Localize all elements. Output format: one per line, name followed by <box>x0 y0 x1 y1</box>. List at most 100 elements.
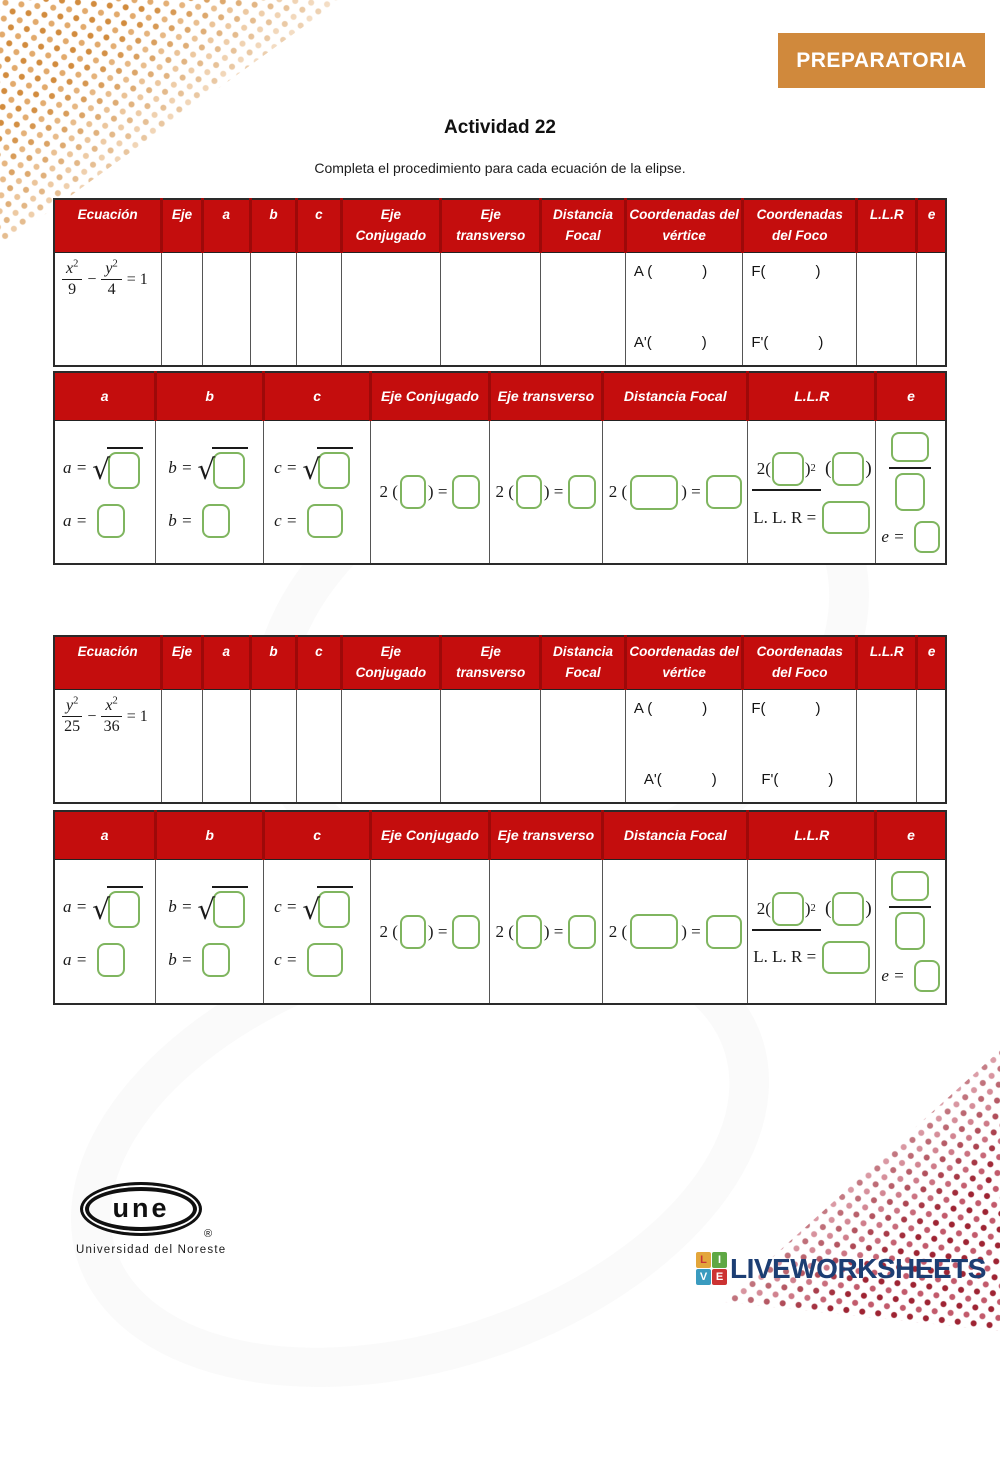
header-b: b <box>155 372 266 421</box>
answer-input-box[interactable] <box>213 451 246 489</box>
eje-conjugado-cell: 2 () = <box>370 420 490 564</box>
header-distancia-focal: Distancia Focal <box>540 199 627 253</box>
answer-input-box[interactable] <box>452 475 481 509</box>
answer-input-box[interactable] <box>891 431 930 462</box>
empty-cell <box>916 252 946 366</box>
tile-l: L <box>696 1252 711 1268</box>
header-b: b <box>250 636 299 690</box>
answer-input-box[interactable] <box>97 943 126 977</box>
answer-input-box[interactable] <box>108 451 141 489</box>
distancia-focal-cell: 2 () = <box>602 859 749 1004</box>
header-e: e <box>875 372 946 421</box>
b-procedure-cell: b = √ b = <box>155 859 265 1004</box>
answer-input-box[interactable] <box>822 940 871 974</box>
eje-conjugado-cell: 2 () = <box>370 859 490 1004</box>
header-eje-transverso: Eje transverso <box>489 372 605 421</box>
empty-cell <box>202 252 251 366</box>
header-llr: L.L.R <box>747 372 877 421</box>
procedure-table-1: a b c Eje Conjugado Eje transverso Dista… <box>53 371 947 565</box>
empty-cell <box>250 689 298 803</box>
header-llr: L.L.R <box>856 636 919 690</box>
answer-input-box[interactable] <box>515 914 542 949</box>
focus-coordinates-cell: F() F'() <box>742 252 858 366</box>
header-e: e <box>916 636 946 690</box>
une-ellipse: une <box>80 1182 202 1236</box>
header-coordenadas-foco: Coordenadas del Foco <box>742 636 859 690</box>
answer-input-box[interactable] <box>399 914 426 949</box>
answer-input-box[interactable] <box>568 475 597 509</box>
header-llr: L.L.R <box>747 811 877 860</box>
answer-input-box[interactable] <box>213 891 246 928</box>
focus-coordinates-cell: F() F'() <box>742 689 858 803</box>
header-c: c <box>296 636 343 690</box>
answer-input-box[interactable] <box>452 914 481 949</box>
tile-i: I <box>712 1252 727 1268</box>
empty-cell <box>540 689 626 803</box>
answer-input-box[interactable] <box>307 503 344 538</box>
preparatoria-badge: PREPARATORIA <box>778 33 985 88</box>
answer-input-box[interactable] <box>307 943 344 977</box>
answer-input-box[interactable] <box>318 891 351 928</box>
eje-transverso-cell: 2 () = <box>489 420 604 564</box>
answer-input-box[interactable] <box>568 914 597 949</box>
empty-cell <box>250 252 298 366</box>
header-eje-conjugado: Eje Conjugado <box>370 372 491 421</box>
une-subtitle: Universidad del Noreste <box>76 1244 227 1256</box>
header-b: b <box>155 811 266 860</box>
answer-input-box[interactable] <box>832 891 865 926</box>
answer-input-box[interactable] <box>895 472 926 511</box>
empty-cell <box>202 689 251 803</box>
answer-input-box[interactable] <box>202 943 231 977</box>
vertex-coordinates-cell: A () A'() <box>625 689 744 803</box>
empty-cell <box>540 252 626 366</box>
header-eje: Eje <box>161 199 204 253</box>
answer-input-box[interactable] <box>895 912 926 950</box>
header-c: c <box>296 199 343 253</box>
answer-input-box[interactable] <box>202 503 231 538</box>
registered-mark: ® <box>204 1228 213 1240</box>
answer-input-box[interactable] <box>318 451 351 489</box>
header-e: e <box>916 199 946 253</box>
answer-input-box[interactable] <box>891 871 930 901</box>
answer-input-box[interactable] <box>832 452 865 486</box>
answer-input-box[interactable] <box>771 891 804 926</box>
answer-input-box[interactable] <box>630 474 679 510</box>
header-e: e <box>875 811 946 860</box>
tile-v: V <box>696 1269 711 1285</box>
equation-table-1: Ecuación Eje a b c Eje Conjugado Eje tra… <box>53 198 947 367</box>
answer-input-box[interactable] <box>108 891 141 928</box>
answer-input-box[interactable] <box>822 501 871 534</box>
equation-cell: y2 25 − x2 36 = 1 <box>54 689 163 803</box>
c-procedure-cell: c = √ c = <box>263 420 372 564</box>
vertex-coordinates-cell: A () A'() <box>625 252 744 366</box>
empty-cell <box>161 252 203 366</box>
answer-input-box[interactable] <box>630 914 679 949</box>
answer-input-box[interactable] <box>515 475 542 509</box>
empty-cell <box>341 252 442 366</box>
header-eje-transverso: Eje transverso <box>440 636 543 690</box>
answer-input-box[interactable] <box>913 520 940 553</box>
header-coordenadas-vertice: Coordenadas del vértice <box>625 199 745 253</box>
eje-transverso-cell: 2 () = <box>489 859 604 1004</box>
header-eje-conjugado: Eje Conjugado <box>341 199 443 253</box>
liveworksheets-tiles-icon: L I V E <box>696 1252 727 1285</box>
empty-cell <box>296 252 342 366</box>
ellipse-equation-1: x2 9 − y2 4 = 1 <box>55 253 161 300</box>
header-llr: L.L.R <box>856 199 919 253</box>
answer-input-box[interactable] <box>913 960 940 992</box>
answer-input-box[interactable] <box>97 503 126 538</box>
answer-input-box[interactable] <box>399 475 426 509</box>
header-eje-conjugado: Eje Conjugado <box>341 636 443 690</box>
header-ecuacion: Ecuación <box>54 199 164 253</box>
page-title: Actividad 22 <box>444 117 556 138</box>
liveworksheets-logo: L I V E LIVEWORKSHEETS <box>696 1252 986 1285</box>
liveworksheets-wordmark: LIVEWORKSHEETS <box>730 1252 986 1284</box>
distancia-focal-cell: 2 () = <box>602 420 749 564</box>
answer-input-box[interactable] <box>705 914 742 949</box>
header-a: a <box>54 811 158 860</box>
empty-cell <box>440 689 542 803</box>
header-ecuacion: Ecuación <box>54 636 164 690</box>
answer-input-box[interactable] <box>771 452 804 486</box>
c-procedure-cell: c = √ c = <box>263 859 372 1004</box>
answer-input-box[interactable] <box>705 475 742 509</box>
